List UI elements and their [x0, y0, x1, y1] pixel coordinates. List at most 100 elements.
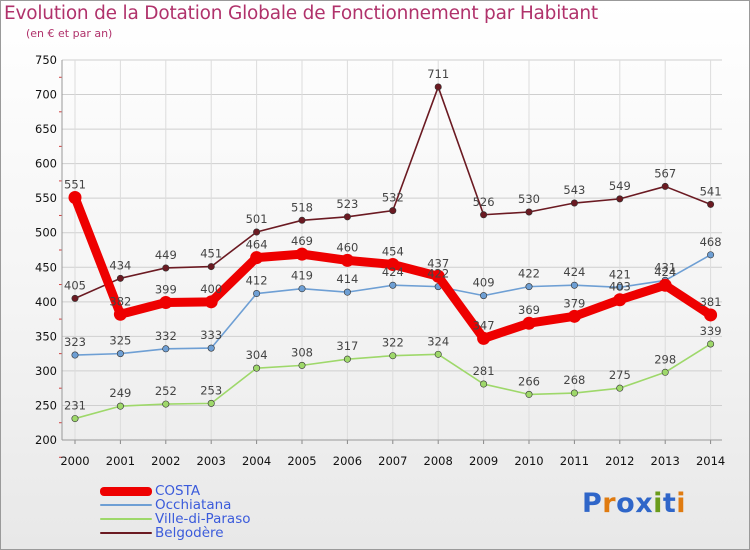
data-point-costa — [159, 296, 173, 310]
data-label-belgod-re: 526 — [473, 195, 495, 209]
data-label-costa: 382 — [109, 294, 131, 308]
logo-letter: r — [602, 488, 617, 519]
chart-subtitle: (en € et par an) — [26, 27, 113, 40]
data-label-belgod-re: 523 — [336, 197, 358, 211]
y-tick-label: 750 — [35, 53, 57, 67]
data-label-belgod-re: 518 — [291, 200, 313, 214]
data-point-occhiatana — [71, 351, 79, 359]
data-point-belgod-re — [434, 83, 442, 91]
data-label-occhiatana: 323 — [64, 335, 86, 349]
legend-item-costa: COSTA — [100, 483, 360, 499]
x-tick-label: 2013 — [651, 454, 680, 468]
data-label-ville-di-paraso: 252 — [155, 384, 177, 398]
data-point-ville-di-paraso — [116, 402, 124, 410]
data-point-belgod-re — [480, 211, 488, 219]
data-label-ville-di-paraso: 275 — [609, 368, 631, 382]
data-label-costa: 347 — [473, 318, 495, 332]
line-chart: 200 250 300 350 400 450 500 550 600 650 700 750 2000… — [35, 53, 725, 468]
legend: COSTA Occhiatana Ville-di-Paraso Belgodère — [100, 483, 360, 541]
x-tick-label: 2000 — [60, 454, 89, 468]
data-point-occhiatana — [207, 344, 215, 352]
data-point-belgod-re — [570, 199, 578, 207]
data-label-belgod-re: 532 — [382, 191, 404, 205]
data-point-ville-di-paraso — [525, 390, 533, 398]
legend-swatch — [100, 532, 152, 534]
logo-letter: i — [676, 488, 687, 519]
data-point-ville-di-paraso — [616, 384, 624, 392]
data-point-ville-di-paraso — [207, 399, 215, 407]
data-label-occhiatana: 422 — [518, 267, 540, 281]
data-point-costa — [522, 316, 536, 330]
logo-letter: o — [616, 488, 636, 519]
legend-label: COSTA — [155, 483, 201, 499]
x-tick-label: 2006 — [333, 454, 362, 468]
data-point-costa — [704, 308, 718, 322]
data-point-costa — [477, 331, 491, 345]
data-point-belgod-re — [298, 216, 306, 224]
data-point-belgod-re — [525, 208, 533, 216]
data-point-occhiatana — [343, 288, 351, 296]
data-point-costa — [113, 307, 127, 321]
data-point-belgod-re — [116, 274, 124, 282]
data-point-belgod-re — [343, 213, 351, 221]
data-label-belgod-re: 567 — [654, 166, 676, 180]
data-point-ville-di-paraso — [389, 352, 397, 360]
data-label-belgod-re: 434 — [109, 258, 131, 272]
logo-letter: x — [635, 488, 654, 519]
y-tick-label: 300 — [35, 364, 57, 378]
data-point-ville-di-paraso — [71, 415, 79, 423]
data-point-costa — [567, 309, 581, 323]
data-point-belgod-re — [253, 228, 261, 236]
data-label-occhiatana: 325 — [109, 334, 131, 348]
data-point-costa — [386, 258, 400, 272]
data-label-ville-di-paraso: 317 — [336, 339, 358, 353]
data-label-occhiatana: 414 — [336, 272, 358, 286]
data-point-belgod-re — [707, 200, 715, 208]
data-label-ville-di-paraso: 339 — [700, 324, 722, 338]
data-label-costa: 469 — [291, 234, 313, 248]
data-point-ville-di-paraso — [343, 355, 351, 363]
proxiti-logo: Proxiti — [582, 488, 686, 519]
data-label-occhiatana: 431 — [654, 260, 676, 274]
data-label-ville-di-paraso: 249 — [109, 386, 131, 400]
data-label-ville-di-paraso: 324 — [427, 334, 449, 348]
data-label-costa: 400 — [200, 282, 222, 296]
logo-letter: t — [662, 488, 677, 519]
y-tick-label: 450 — [35, 260, 57, 274]
data-point-belgod-re — [207, 263, 215, 271]
data-point-ville-di-paraso — [480, 380, 488, 388]
data-label-occhiatana: 419 — [291, 269, 313, 283]
x-tick-label: 2011 — [560, 454, 589, 468]
data-label-occhiatana: 332 — [155, 329, 177, 343]
data-label-belgod-re: 549 — [609, 179, 631, 193]
data-point-ville-di-paraso — [570, 389, 578, 397]
y-tick-label: 600 — [35, 157, 57, 171]
data-label-ville-di-paraso: 298 — [654, 352, 676, 366]
data-point-costa — [204, 295, 218, 309]
data-point-belgod-re — [616, 195, 624, 203]
data-point-ville-di-paraso — [253, 364, 261, 372]
x-tick-label: 2008 — [424, 454, 453, 468]
data-label-costa: 551 — [64, 177, 86, 191]
legend-label: Belgodère — [155, 525, 224, 541]
x-tick-label: 2010 — [514, 454, 543, 468]
data-label-occhiatana: 424 — [382, 265, 404, 279]
data-point-costa — [613, 293, 627, 307]
y-tick-label: 200 — [35, 433, 57, 447]
data-label-costa: 381 — [700, 295, 722, 309]
data-label-belgod-re: 530 — [518, 192, 540, 206]
data-point-occhiatana — [525, 283, 533, 291]
legend-label: Ville-di-Paraso — [155, 511, 251, 527]
data-label-occhiatana: 468 — [700, 235, 722, 249]
logo-letter: i — [653, 488, 663, 519]
legend-swatch — [100, 486, 152, 496]
data-label-occhiatana: 333 — [200, 328, 222, 342]
x-tick-label: 2012 — [605, 454, 634, 468]
data-label-ville-di-paraso: 322 — [382, 336, 404, 350]
data-label-occhiatana: 409 — [473, 276, 495, 290]
data-label-costa: 369 — [518, 303, 540, 317]
data-label-costa: 460 — [336, 240, 358, 254]
y-tick-label: 250 — [35, 398, 57, 412]
